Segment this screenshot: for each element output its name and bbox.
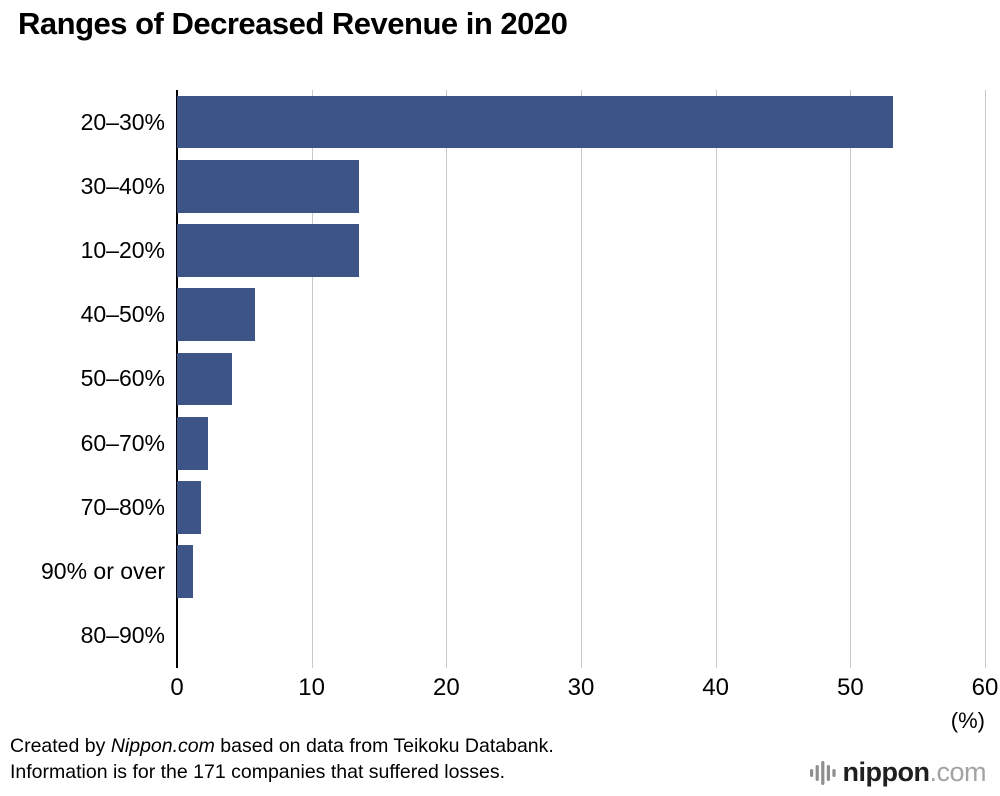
bar	[177, 545, 194, 598]
chart-row	[177, 540, 985, 604]
bar	[177, 160, 359, 213]
bar	[177, 416, 208, 470]
source-note-line2: Information is for the 171 companies tha…	[10, 761, 505, 783]
gridline	[850, 90, 852, 668]
x-tick-label: 20	[432, 674, 460, 701]
bar	[177, 224, 359, 277]
plot-area	[176, 90, 986, 668]
nippon-logo: nippon.com	[809, 757, 987, 788]
logo-text: nippon.com	[842, 757, 987, 788]
source-note-suffix: based on data from Teikoku Databank.	[214, 735, 554, 757]
logo-name: nippon	[842, 757, 930, 787]
bar	[177, 352, 233, 406]
chart-row	[177, 347, 985, 411]
bar	[177, 95, 894, 149]
x-tick-label: 10	[298, 674, 326, 701]
source-note-brand: Nippon.com	[110, 735, 215, 757]
chart-row	[177, 604, 985, 668]
chart-rows	[177, 90, 985, 668]
category-label: 30–40%	[80, 172, 165, 199]
chart-row	[177, 154, 985, 218]
gridline	[715, 90, 717, 668]
x-axis-ticks: 0 10 20 30 40 50 60	[170, 674, 998, 704]
chart-row	[177, 90, 985, 154]
x-tick-label: 40	[702, 674, 730, 701]
gridline	[311, 90, 313, 668]
page-title: Ranges of Decreased Revenue in 2020	[18, 6, 568, 41]
x-tick-label: 0	[170, 674, 184, 701]
soundwave-bars-icon	[809, 760, 836, 785]
bar	[177, 481, 202, 534]
category-label: 40–50%	[80, 301, 165, 328]
category-label: 60–70%	[80, 429, 165, 456]
category-labels: 20–30% 30–40% 10–20% 40–50% 50–60% 60–70% 70–8…	[0, 90, 165, 668]
x-axis-unit-label: (%)	[950, 708, 985, 733]
x-tick-label: 50	[836, 674, 864, 701]
category-label: 90% or over	[40, 558, 165, 585]
chart-row	[177, 475, 985, 539]
category-label: 10–20%	[80, 237, 165, 264]
gridline	[581, 90, 582, 668]
chart-row	[177, 411, 985, 475]
bar	[177, 288, 256, 342]
category-label: 50–60%	[80, 365, 165, 392]
source-note: Created by Nippon.com based on data from…	[10, 733, 554, 785]
category-label: 80–90%	[80, 622, 165, 649]
chart-row	[177, 283, 985, 347]
category-label: 20–30%	[80, 108, 165, 135]
gridline	[985, 90, 986, 668]
source-note-prefix: Created by	[10, 735, 111, 757]
gridline	[446, 90, 448, 668]
x-tick-label: 60	[971, 674, 999, 701]
source-note-line1: Created by Nippon.com based on data from…	[10, 733, 554, 759]
chart-row	[177, 218, 985, 282]
logo-suffix: .com	[929, 757, 986, 787]
category-label: 70–80%	[80, 493, 165, 520]
x-tick-label: 30	[567, 674, 595, 701]
